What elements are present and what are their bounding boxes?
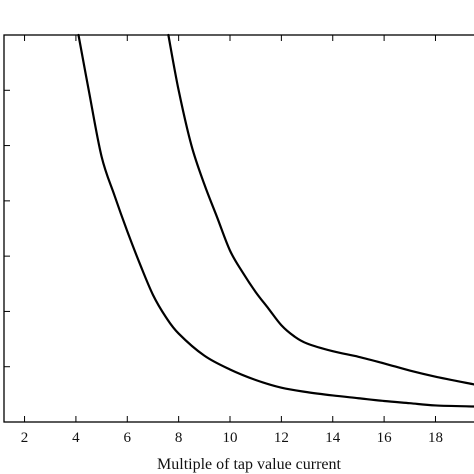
series-line-2 [167,33,474,386]
x-tick-label: 10 [223,430,238,446]
x-tick-label: 8 [175,430,183,446]
x-tick-label: 4 [72,430,80,446]
x-axis-title: Multiple of tap value current [157,456,341,473]
x-tick-label: 12 [274,430,289,446]
plot-border [3,34,474,423]
series-line-1 [77,33,474,408]
x-tick-label: 16 [377,430,393,446]
x-tick-label: 18 [428,430,443,446]
x-tick-label: 6 [124,430,132,446]
x-tick-label: 2 [21,430,29,446]
x-tick-label: 14 [325,430,341,446]
